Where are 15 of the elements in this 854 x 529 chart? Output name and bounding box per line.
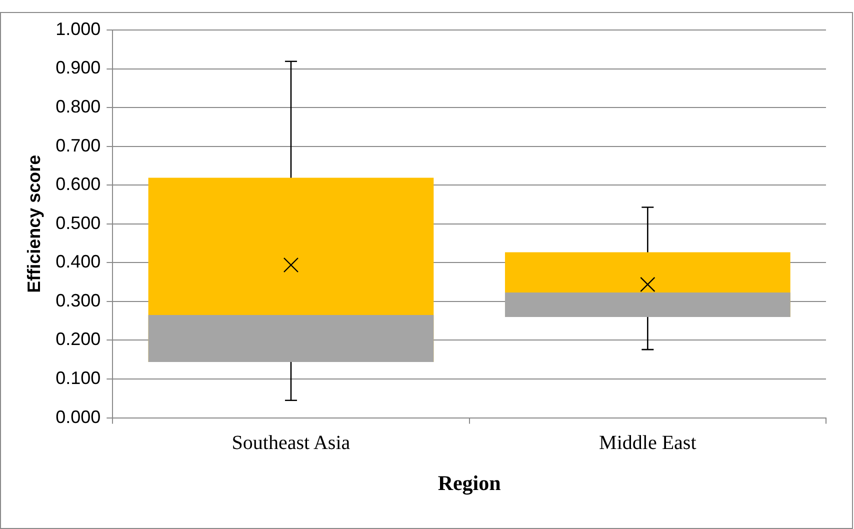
x-tick-label: Southeast Asia — [232, 432, 350, 454]
y-tick-label: 0.000 — [56, 406, 101, 427]
y-tick-label: 0.200 — [56, 329, 101, 350]
x-axis-title: Region — [438, 470, 502, 495]
y-tick-label: 0.500 — [56, 212, 101, 233]
y-tick-label: 1.000 — [56, 18, 101, 39]
y-axis-title: Efficiency score — [24, 154, 44, 293]
y-tick-label: 0.400 — [56, 252, 101, 272]
y-tick-label: 0.600 — [56, 174, 101, 194]
y-tick-label: 0.700 — [56, 135, 101, 156]
x-tick-label: Middle East — [599, 432, 697, 454]
y-tick-label: 0.900 — [56, 58, 101, 78]
y-tick-label: 0.800 — [56, 96, 101, 117]
y-tick-label: 0.100 — [56, 368, 101, 388]
y-tick-label: 0.300 — [56, 290, 101, 310]
